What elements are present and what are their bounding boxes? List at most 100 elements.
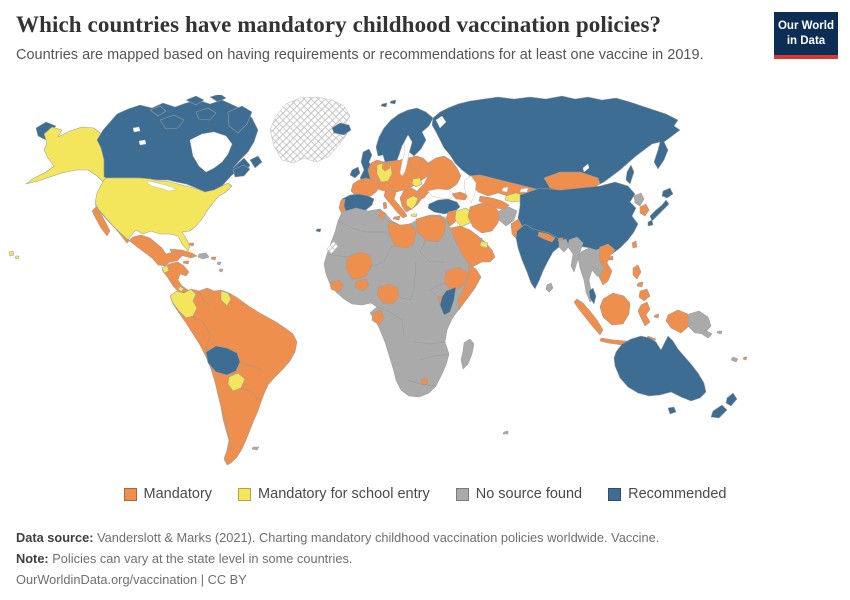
country-kenya[interactable]	[439, 286, 457, 316]
africa-internal-borders	[326, 220, 450, 387]
owid-logo-line2: in Data	[786, 34, 826, 47]
chart-footer: Data source: Vanderslott & Marks (2021).…	[16, 527, 659, 590]
lake-baikal	[582, 163, 590, 173]
footer-source-label: Data source:	[16, 530, 94, 545]
legend-label: No source found	[475, 486, 583, 502]
country-nigeria[interactable]	[376, 283, 400, 305]
country-bangladesh[interactable]	[558, 238, 570, 253]
country-iraq[interactable]	[454, 207, 474, 228]
country-qatar	[478, 237, 483, 243]
country-ireland[interactable]	[349, 166, 361, 179]
central-asia-lakes	[501, 186, 529, 193]
country-mali[interactable]	[345, 251, 373, 281]
country-gabon[interactable]	[371, 309, 385, 326]
country-sri-lanka[interactable]	[545, 282, 554, 293]
legend-swatch-nosource	[455, 487, 469, 501]
page-title: Which countries have mandatory childhood…	[16, 12, 662, 37]
legend-label: Recommended	[628, 486, 727, 502]
caspian-sea	[463, 175, 477, 204]
country-japan[interactable]	[647, 187, 674, 227]
owid-logo[interactable]: Our World in Data	[774, 12, 838, 59]
footer-note-line: Note: Policies can vary at the state lev…	[16, 548, 659, 569]
legend-swatch-school	[238, 487, 252, 501]
falkland-islands	[251, 446, 260, 451]
country-nepal[interactable]	[537, 231, 556, 243]
country-guyana[interactable]	[220, 290, 232, 307]
footer-license-line: OurWorldinData.org/vaccination | CC BY	[16, 569, 659, 590]
white-sea	[435, 115, 447, 129]
canada-lakes	[132, 126, 147, 146]
country-philippines[interactable]	[632, 264, 651, 302]
country-greenland[interactable]	[269, 96, 351, 164]
region-malay-peninsula[interactable]	[588, 287, 597, 305]
country-vietnam[interactable]	[598, 243, 616, 286]
region-baltics[interactable]	[408, 155, 423, 171]
great-lakes	[146, 180, 177, 192]
footer-license-link[interactable]: OurWorldinData.org/vaccination | CC BY	[16, 572, 247, 587]
legend-item-school[interactable]: Mandatory for school entry	[238, 486, 430, 502]
country-new-zealand[interactable]	[710, 392, 738, 419]
country-egypt[interactable]	[415, 215, 447, 243]
crete	[410, 213, 418, 218]
legend-item-nosource[interactable]: No source found	[455, 486, 583, 502]
country-myanmar[interactable]	[567, 236, 584, 273]
country-bolivia[interactable]	[205, 345, 241, 376]
region-eastern-europe[interactable]	[413, 155, 462, 201]
country-italy[interactable]	[383, 188, 408, 219]
country-serbia[interactable]	[411, 177, 423, 188]
country-cuba[interactable]	[169, 248, 198, 259]
pacific-islands	[502, 356, 748, 435]
country-south-korea[interactable]	[639, 203, 650, 217]
country-guinea[interactable]	[329, 279, 345, 293]
hawaii-islands	[8, 250, 20, 260]
country-burkina-faso[interactable]	[354, 278, 370, 292]
footer-source-text: Vanderslott & Marks (2021). Charting man…	[93, 530, 660, 545]
region-caucasus[interactable]	[451, 191, 469, 201]
legend: Mandatory Mandatory for school entry No so…	[0, 486, 850, 502]
country-iceland[interactable]	[331, 122, 352, 136]
country-indonesia[interactable]	[573, 292, 690, 348]
country-madagascar[interactable]	[460, 338, 475, 370]
country-colombia[interactable]	[169, 288, 198, 319]
legend-swatch-recommended	[608, 487, 622, 501]
country-uae[interactable]	[479, 240, 489, 249]
chart-subtitle: Countries are mapped based on having req…	[16, 47, 704, 63]
caribbean-islands	[182, 242, 224, 273]
country-taiwan[interactable]	[631, 240, 638, 249]
country-turkey[interactable]	[427, 198, 461, 215]
legend-item-recommended[interactable]: Recommended	[608, 486, 726, 502]
hainan	[607, 255, 614, 261]
country-greece[interactable]	[405, 195, 419, 210]
world-map-canvas[interactable]	[0, 95, 850, 480]
country-denmark[interactable]	[381, 161, 391, 172]
legend-label: Mandatory for school entry	[258, 486, 430, 502]
country-canada[interactable]	[96, 99, 259, 193]
canada-arctic-islands	[149, 95, 263, 178]
legend-swatch-mandatory	[123, 487, 137, 501]
region-western-sahara[interactable]	[326, 240, 339, 255]
country-libya[interactable]	[387, 220, 417, 249]
country-india[interactable]	[515, 223, 570, 290]
sakhalin	[625, 164, 635, 185]
legend-item-mandatory[interactable]: Mandatory	[123, 486, 212, 502]
mexico-baja	[91, 206, 111, 237]
south-america-borders	[192, 290, 263, 453]
country-afghanistan[interactable]	[498, 206, 518, 227]
country-lesotho[interactable]	[420, 377, 429, 386]
italy-islands	[382, 201, 401, 221]
hudson-bay	[189, 131, 233, 173]
country-papua-new-guinea[interactable]	[687, 310, 723, 339]
footer-note-label: Note:	[16, 551, 49, 566]
country-australia[interactable]	[613, 335, 707, 402]
baltic-sea	[399, 134, 413, 177]
country-guatemala[interactable]	[161, 264, 170, 274]
black-sea	[427, 188, 456, 200]
world-map[interactable]	[0, 95, 850, 480]
country-north-korea[interactable]	[633, 192, 645, 207]
country-somalia[interactable]	[457, 264, 482, 311]
footer-note-text: Policies can vary at the state level in …	[48, 551, 353, 566]
tasmania	[667, 406, 677, 415]
country-hispaniola[interactable]	[197, 252, 210, 260]
country-tunisia[interactable]	[378, 209, 386, 221]
